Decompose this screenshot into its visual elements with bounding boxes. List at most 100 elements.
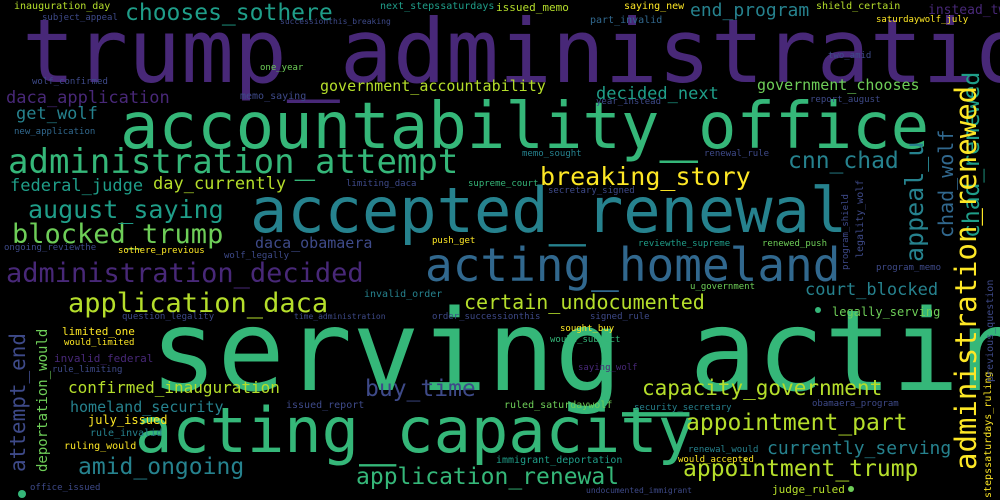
word-order-successionthis: order_successionthis [432,312,541,322]
word-administration-decided: administration_decided [6,258,364,289]
word-certain-undocumented: certain_undocumented [464,290,705,314]
word-one-year: one_year [260,63,304,73]
word-daca-application: daca_application [6,88,170,108]
word-cnn-chad: cnn_chad [788,148,899,174]
word-administration-attempt: administration_attempt [8,142,459,182]
word-question-legality: question_legality [122,312,215,322]
word-next-stepssaturdays: next_stepssaturdays [380,1,495,12]
word-security-secretary: security_secretary [634,403,732,413]
word-year-instead: year_instead [596,97,662,107]
word-secretary-signed: secretary_signed [548,186,635,196]
word-amid-ongoing: amid_ongoing [78,454,245,480]
word-saying-wolf: saying_wolf [578,363,638,373]
word-program-memo: program_memo [876,263,942,273]
dot-mark [848,486,854,492]
word-obamaera-program: obamaera_program [812,399,899,409]
word-sought-buy: sought_buy [560,324,615,334]
word-new-application: new_application [14,127,96,137]
word-shield-certain: shield_certain [816,1,901,12]
word-stepssaturdays-ruling: stepssaturdays_ruling [983,371,994,498]
word-confirmed-inauguration: confirmed_inauguration [68,378,280,397]
word-previous-question: previous_question [985,279,996,382]
word-end-program: end_program [690,0,810,21]
word-blocked-trump: blocked_trump [12,219,224,250]
word-memo-sought: memo_sought [522,149,582,159]
word-serving-acting: serving_acting [150,287,1000,417]
word-office-issued: office_issued [30,483,101,493]
word-time-administration: time_administration [294,312,386,321]
word-ongoing-reviewthe: ongoing_reviewthe [4,243,97,253]
word-renewal-would: renewal_would [688,445,759,455]
word-issued-report: issued_report [286,400,365,411]
word-sothere-previous: sothere_previous [118,246,205,256]
word-subject-appeal: subject_appeal [42,13,118,23]
word-memo-saying: memo_saying [240,91,307,102]
word-renewal-rule: renewal_rule [704,149,770,159]
word-trump-administration: trump_administration [22,0,1000,103]
word-would-limited: would_limited [64,338,135,348]
word-report-august: report_august [810,95,881,105]
word-renewed-push: renewed_push [762,239,828,249]
word-wolf-confirmed: wolf_confirmed [32,77,108,87]
word-government-accountability: government_accountability [320,77,546,95]
word-saturdaywolf-july: saturdaywolf_july [876,15,969,25]
word-government-chooses: government_chooses [757,76,920,94]
word-ruled-saturdaywolf: ruled_saturdaywolf [504,400,613,411]
word-buy-time: buy_time [365,376,476,402]
word-undocumented-immigrant: undocumented_immigrant [586,486,692,495]
word-u-government: u_government [690,282,756,292]
word-two-amid: two_amid [828,51,872,61]
word-legality-wolf: legality_wolf [855,179,866,258]
word-limited-one: limited_one [62,325,135,338]
word-program-shield: program_shield [841,194,851,270]
word-day-currently: day_currently [153,174,287,194]
word-successionthis-breaking: successionthis_breaking [280,17,391,26]
word-ruling-would: ruling_would [64,441,137,452]
word-invalid-federal: invalid_federal [54,352,154,365]
word-currently-serving: currently_serving [767,438,952,459]
word-signed-rule: signed_rule [590,312,650,322]
word-appeal-u: appeal_u [900,141,929,262]
word-capacity-government: capacity_government [642,376,883,400]
word-would-accepted: would_accepted [678,455,754,465]
word-appointment-part: appointment_part [686,410,908,436]
dot-mark [815,307,821,313]
word-breaking-story: breaking_story [540,162,751,191]
word-reviewthe-supreme: reviewthe_supreme [638,239,731,249]
word-application-renewal: application_renewal [356,464,620,490]
word-judge-ruled: judge_ruled [772,483,845,496]
word-immigrant-deportation: immigrant_deportation [496,455,623,466]
word-wolf-legally: wolf_legally [224,251,290,261]
word-chooses-sothere: chooses_sothere [125,0,333,26]
word-deportation-would: deportation_would [35,328,51,472]
word-decided-next: decided_next [596,84,719,104]
word-limiting-daca: limiting_daca [346,179,417,189]
word-rule-invalid: rule_invalid [90,428,163,439]
word-issued-memo: issued_memo [496,1,569,14]
word-appointment-trump: appointment_trump [683,456,919,482]
dot-mark [18,490,26,498]
word-daca-obamaera: daca_obamaera [255,234,373,252]
word-acting-capacity: acting_capacity [135,394,695,467]
word-get-wolf: get_wolf [16,104,98,124]
word-part-invalid: part_invalid [590,15,663,26]
word-attempt-end: attempt_end [6,332,30,472]
word-push-get: push_get [432,236,476,246]
word-legally-serving: legally_serving [832,305,941,319]
word-saying-new: saying_new [624,1,685,12]
word-invalid-order: invalid_order [364,289,443,300]
word-accepted-renewal: accepted_renewal [250,174,848,247]
word-acting-homeland: acting_homeland [425,238,841,292]
word-august-saying: august_saying [28,195,224,224]
word-accountability-office: accountability_office [120,90,930,164]
word-homeland-security: homeland_security [70,398,224,416]
word-inauguration-day: inauguration_day [14,1,111,12]
word-court-blocked: court_blocked [805,280,939,300]
word-supreme-court: supreme_court [468,179,539,189]
word-would-subject: would_subject [550,335,621,345]
word-federal-judge: federal_judge [10,176,144,196]
word-rule-limiting: rule_limiting [52,365,123,375]
word-instead-two: instead_two [928,3,1000,18]
word-application-daca: application_daca [68,288,329,319]
